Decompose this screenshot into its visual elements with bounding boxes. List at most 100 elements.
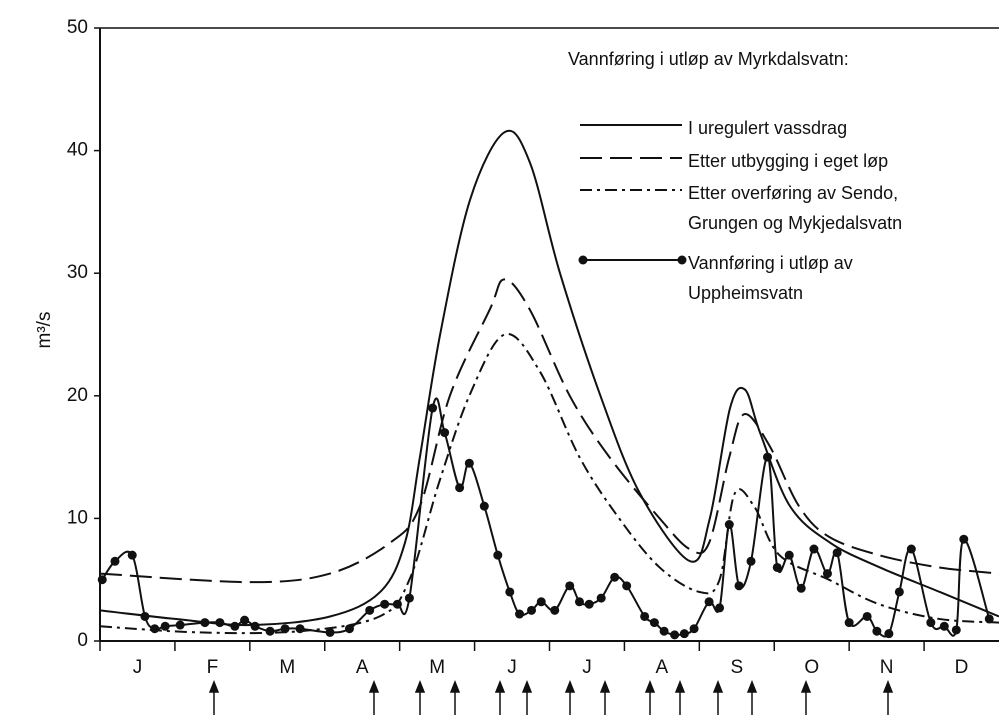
- series-marker: [649, 618, 659, 628]
- legend-label: I uregulert vassdrag: [688, 118, 848, 138]
- series-marker: [440, 428, 450, 438]
- series-marker: [959, 534, 969, 544]
- series-marker: [724, 520, 734, 530]
- series-line: [99, 333, 999, 635]
- series-marker: [809, 544, 819, 554]
- y-tick-label: 20: [67, 385, 88, 406]
- x-tick-label: M: [279, 657, 295, 678]
- series-marker: [565, 581, 575, 591]
- series-marker: [295, 624, 305, 634]
- x-tick-label: D: [955, 657, 969, 678]
- series-marker: [796, 583, 806, 593]
- series-marker: [951, 625, 961, 635]
- event-arrows: [208, 679, 894, 715]
- series-marker: [784, 550, 794, 560]
- series-marker: [200, 618, 210, 628]
- series-marker: [392, 599, 402, 609]
- series-marker: [110, 556, 120, 566]
- series-marker: [515, 609, 525, 619]
- legend-marker: [578, 255, 588, 265]
- series-marker: [150, 624, 160, 634]
- series-marker: [536, 597, 546, 607]
- series-marker: [939, 621, 949, 631]
- series-marker: [772, 562, 782, 572]
- x-tick-label: F: [207, 657, 219, 678]
- series-marker: [584, 599, 594, 609]
- legend-marker: [677, 255, 687, 265]
- series-marker: [574, 597, 584, 607]
- series-marker: [862, 611, 872, 621]
- series-line: [101, 397, 991, 638]
- series-marker: [493, 550, 503, 560]
- series-marker: [596, 593, 606, 603]
- x-tick-label: J: [507, 657, 517, 678]
- series-marker: [344, 624, 354, 634]
- series-line: [99, 129, 999, 627]
- series-marker: [230, 621, 240, 631]
- series-marker: [160, 621, 170, 631]
- series-marker: [455, 483, 465, 493]
- series-marker: [763, 452, 773, 462]
- series-marker: [832, 548, 842, 558]
- series-marker: [622, 581, 632, 591]
- y-tick-label: 50: [67, 17, 88, 38]
- x-tick-label: J: [133, 657, 143, 678]
- series-marker: [659, 626, 669, 636]
- legend-label: Etter overføring av Sendo, Grungen og My…: [688, 183, 903, 233]
- series-marker: [884, 629, 894, 639]
- x-tick-label: A: [656, 657, 669, 678]
- y-tick-label: 30: [67, 262, 88, 283]
- series-marker: [325, 627, 335, 637]
- series-marker: [984, 614, 994, 624]
- series-marker: [746, 556, 756, 566]
- series-marker: [380, 599, 390, 609]
- series-marker: [640, 611, 650, 621]
- series-marker: [679, 629, 689, 639]
- x-tick-label: O: [804, 657, 819, 678]
- series-marker: [428, 403, 438, 413]
- y-tick-label: 10: [67, 507, 88, 528]
- y-axis-label: m³/s: [34, 312, 55, 349]
- series-marker: [464, 458, 474, 468]
- series-marker: [872, 626, 882, 636]
- series-marker: [550, 605, 560, 615]
- series-marker: [479, 501, 489, 511]
- series-marker: [670, 630, 680, 640]
- series-marker: [822, 569, 832, 579]
- series-marker: [404, 593, 414, 603]
- series-marker: [175, 620, 185, 630]
- series-marker: [265, 626, 275, 636]
- series-marker: [527, 605, 537, 615]
- legend-label: Vannføring i utløp av Uppheimsvatn: [688, 253, 853, 303]
- x-tick-label: S: [730, 657, 743, 678]
- series-marker: [280, 624, 290, 634]
- series-marker: [844, 618, 854, 628]
- series-marker: [215, 618, 225, 628]
- series-marker: [610, 572, 620, 582]
- legend-label: Etter utbygging i eget løp: [688, 151, 889, 171]
- series-marker: [704, 597, 714, 607]
- series-marker: [926, 618, 936, 628]
- series-marker: [140, 611, 150, 621]
- series-marker: [715, 603, 725, 613]
- series-marker: [365, 605, 375, 615]
- series-marker: [127, 550, 137, 560]
- series-marker: [734, 581, 744, 591]
- x-tick-label: A: [356, 657, 369, 678]
- series-line: [99, 278, 999, 584]
- x-tick-label: J: [582, 657, 592, 678]
- y-tick-label: 0: [77, 630, 88, 651]
- y-tick-label: 40: [67, 140, 88, 161]
- series-marker: [906, 544, 916, 554]
- x-tick-label: N: [880, 657, 894, 678]
- series-marker: [97, 575, 107, 585]
- series-marker: [240, 615, 250, 625]
- series-marker: [689, 624, 699, 634]
- series-marker: [894, 587, 904, 597]
- series-marker: [250, 621, 260, 631]
- legend-title: Vannføring i utløp av Myrkdalsvatn:: [568, 49, 849, 69]
- x-tick-label: M: [429, 657, 445, 678]
- series-marker: [505, 587, 515, 597]
